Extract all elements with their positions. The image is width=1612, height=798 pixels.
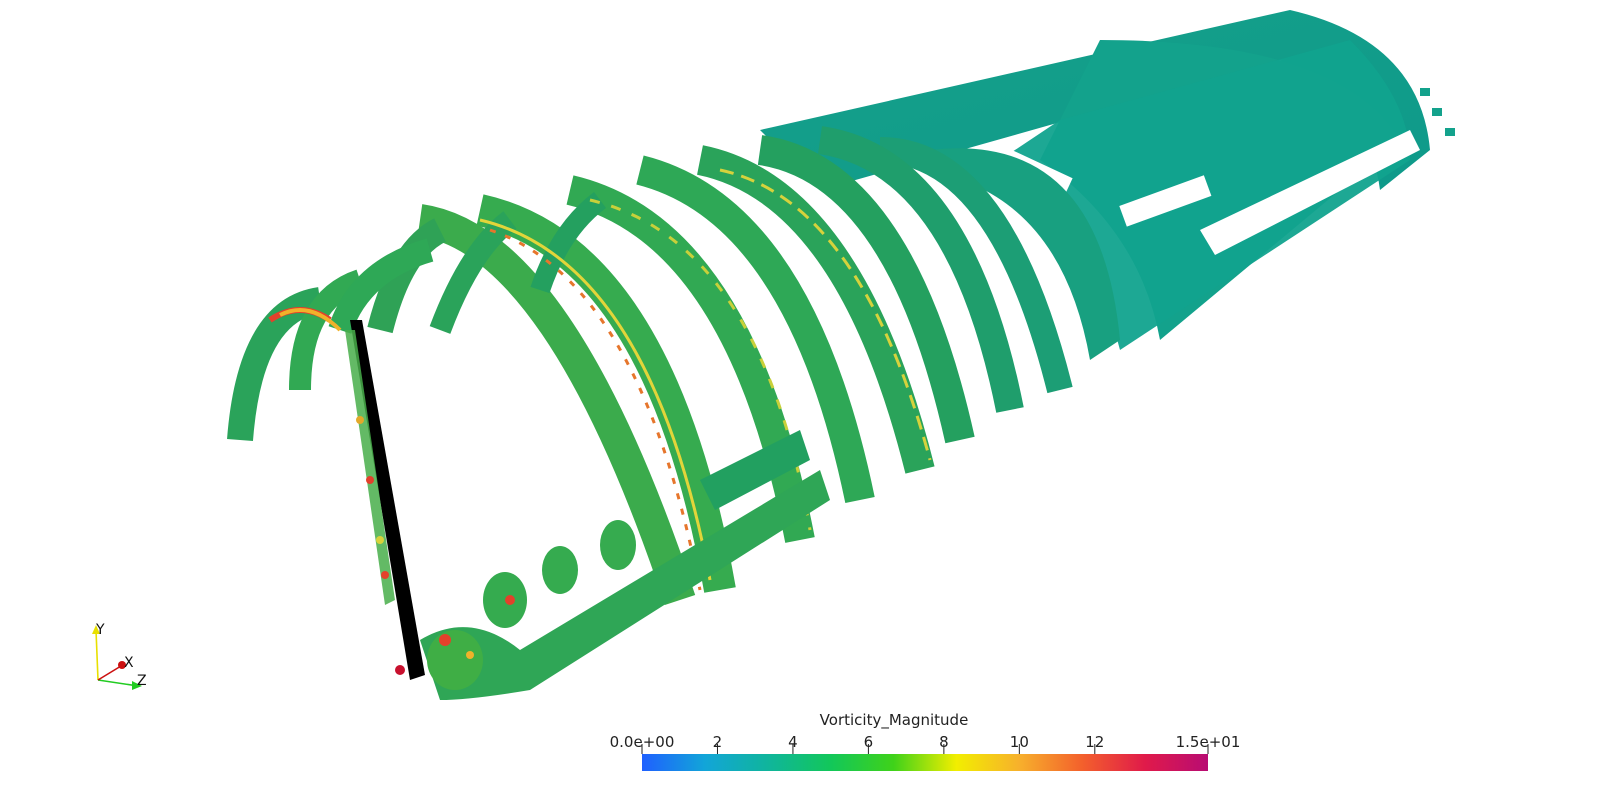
colorbar-title: Vorticity_Magnitude (819, 711, 969, 729)
colorbar-tick-label: 4 (788, 733, 798, 751)
colorbar-tick-label: 1.5e+01 (1175, 733, 1241, 751)
colorbar-tick-label: 10 (1009, 733, 1029, 751)
axis-y-label: Y (96, 622, 105, 638)
high-vorticity-streaks (268, 168, 932, 591)
cylinder-rod (350, 320, 425, 680)
colorbar-tick-label: 8 (939, 733, 949, 751)
downstream-vortex-sheets (760, 10, 1455, 360)
near-wall-vortex-blobs (420, 430, 830, 700)
axis-z-label: Z (137, 673, 147, 689)
colorbar-tick-label: 0.0e+00 (609, 733, 675, 751)
orientation-axes-widget (92, 625, 142, 690)
colorbar-tick-label: 6 (863, 733, 874, 751)
colorbar-tick-label: 12 (1085, 733, 1105, 751)
rod-wake-debris (345, 330, 405, 675)
axis-x-label: X (124, 655, 134, 671)
colorbar-tick-label: 2 (712, 733, 723, 751)
